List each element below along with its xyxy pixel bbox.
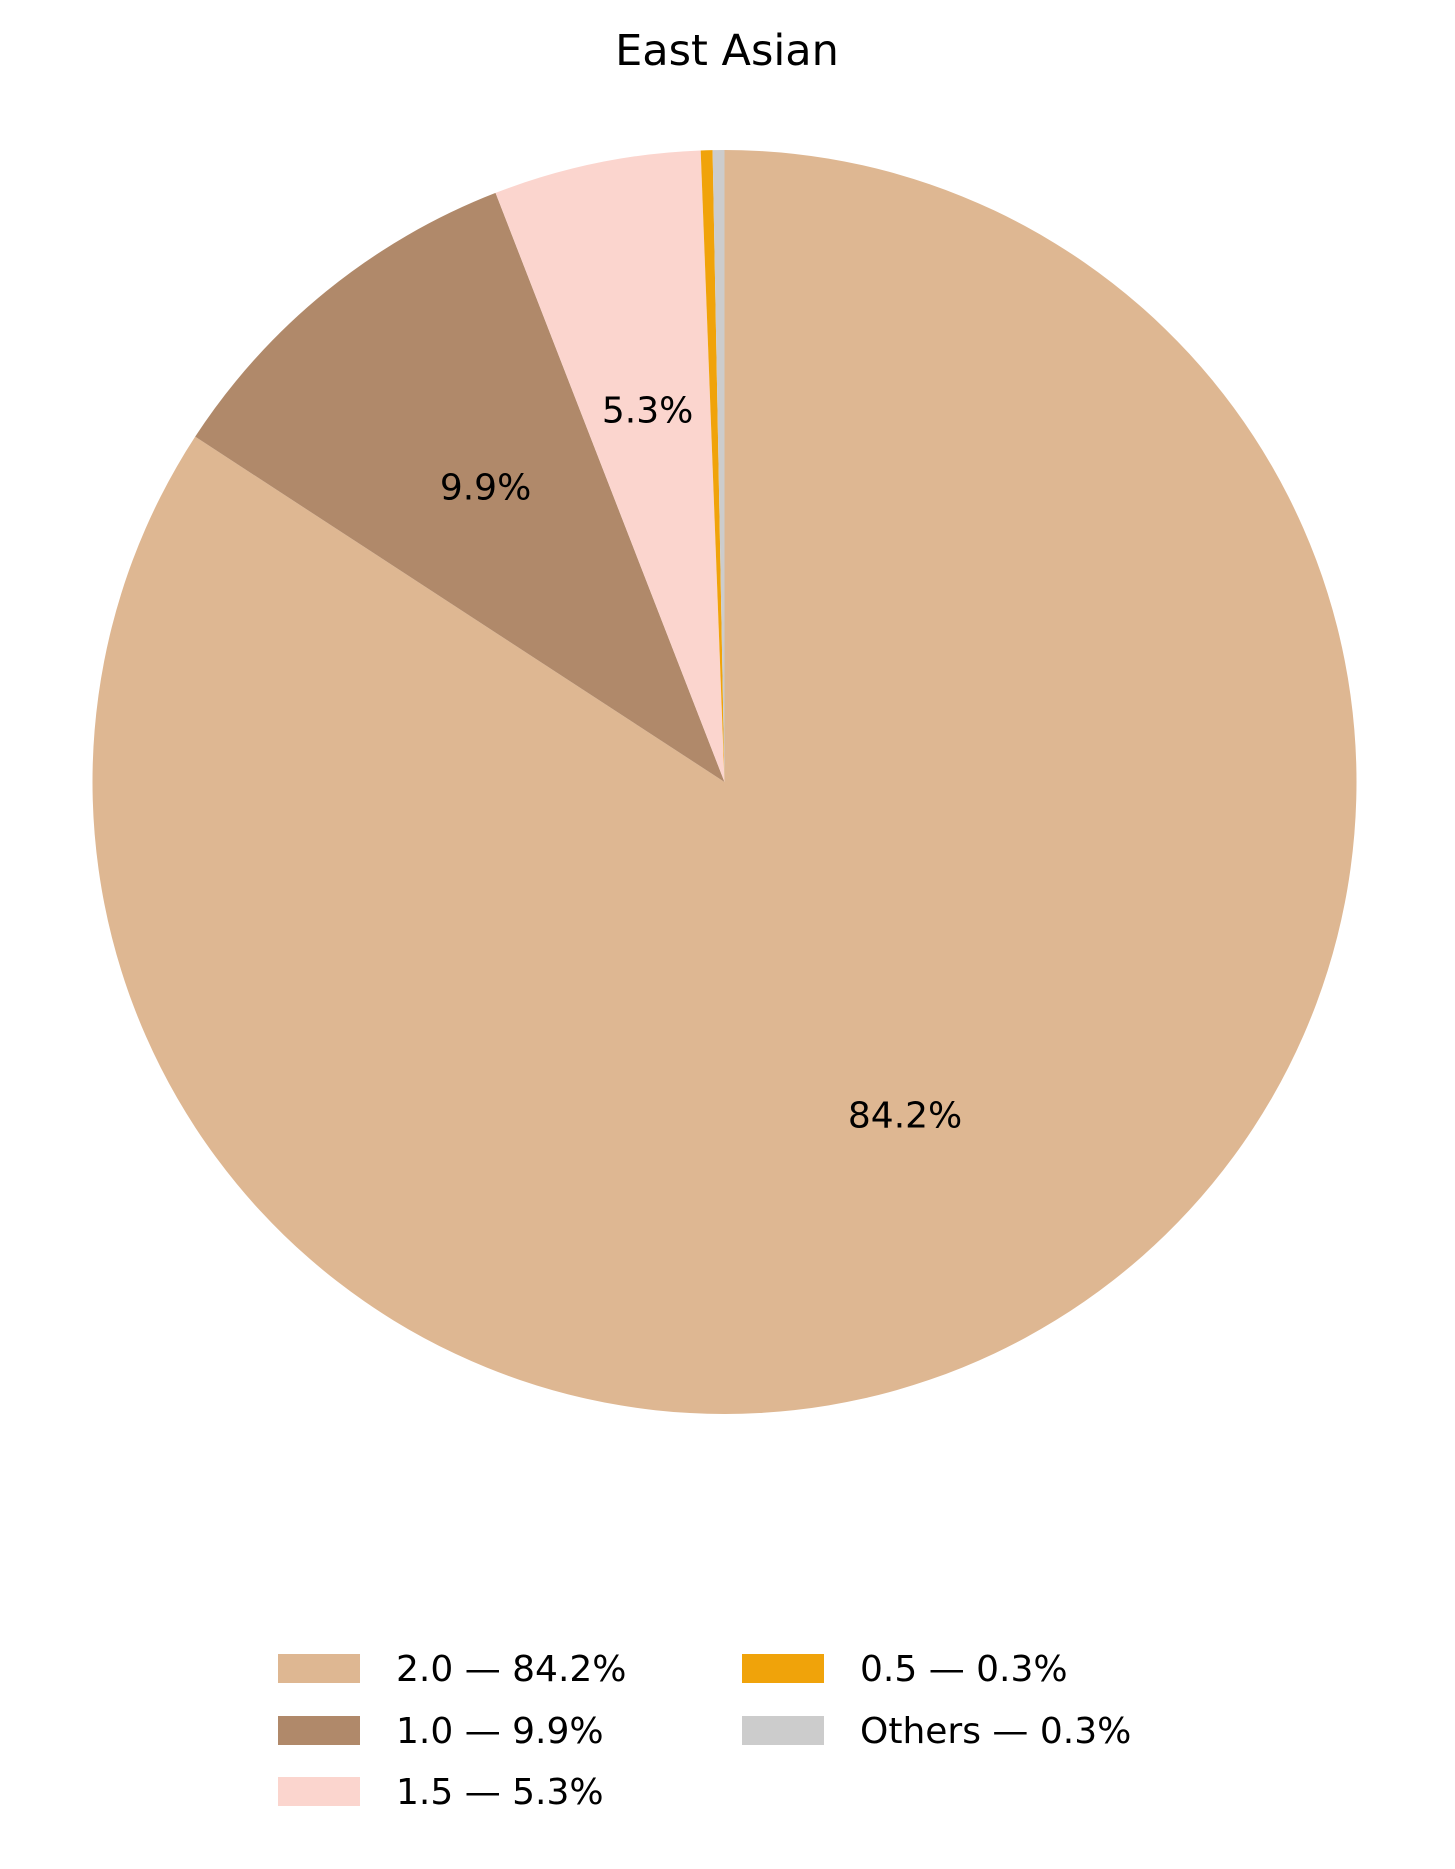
legend-label: 1.0 — 9.9% [396,1711,604,1752]
legend-swatch [278,1654,360,1683]
legend-swatch [278,1716,360,1745]
slice-label-1.5: 5.3% [602,391,693,432]
pie-slice-2.0 [92,150,1357,1414]
legend-label: 1.5 — 5.3% [396,1772,604,1813]
pie-slice-1.0 [195,192,725,783]
slice-label-2.0: 84.2% [848,1095,962,1136]
pie-slice-others [712,150,725,782]
legend-item-0.5: 0.5 — 0.3% [742,1649,1068,1690]
legend-item-1.5: 1.5 — 5.3% [278,1772,604,1813]
legend-item-2.0: 2.0 — 84.2% [278,1649,627,1690]
slice-label-1.0: 9.9% [440,468,531,509]
legend-swatch [278,1777,360,1806]
pie-slice-1.5 [495,150,725,783]
legend-label: 2.0 — 84.2% [396,1649,627,1690]
chart-title: East Asian [615,26,839,76]
legend-swatch [742,1654,824,1683]
legend-item-1.0: 1.0 — 9.9% [278,1711,604,1752]
pie-slice-0.5 [700,150,725,782]
legend-label: Others — 0.3% [860,1711,1131,1752]
legend-swatch [742,1716,824,1745]
legend-label: 0.5 — 0.3% [860,1649,1068,1690]
legend-item-others: Others — 0.3% [742,1711,1131,1752]
